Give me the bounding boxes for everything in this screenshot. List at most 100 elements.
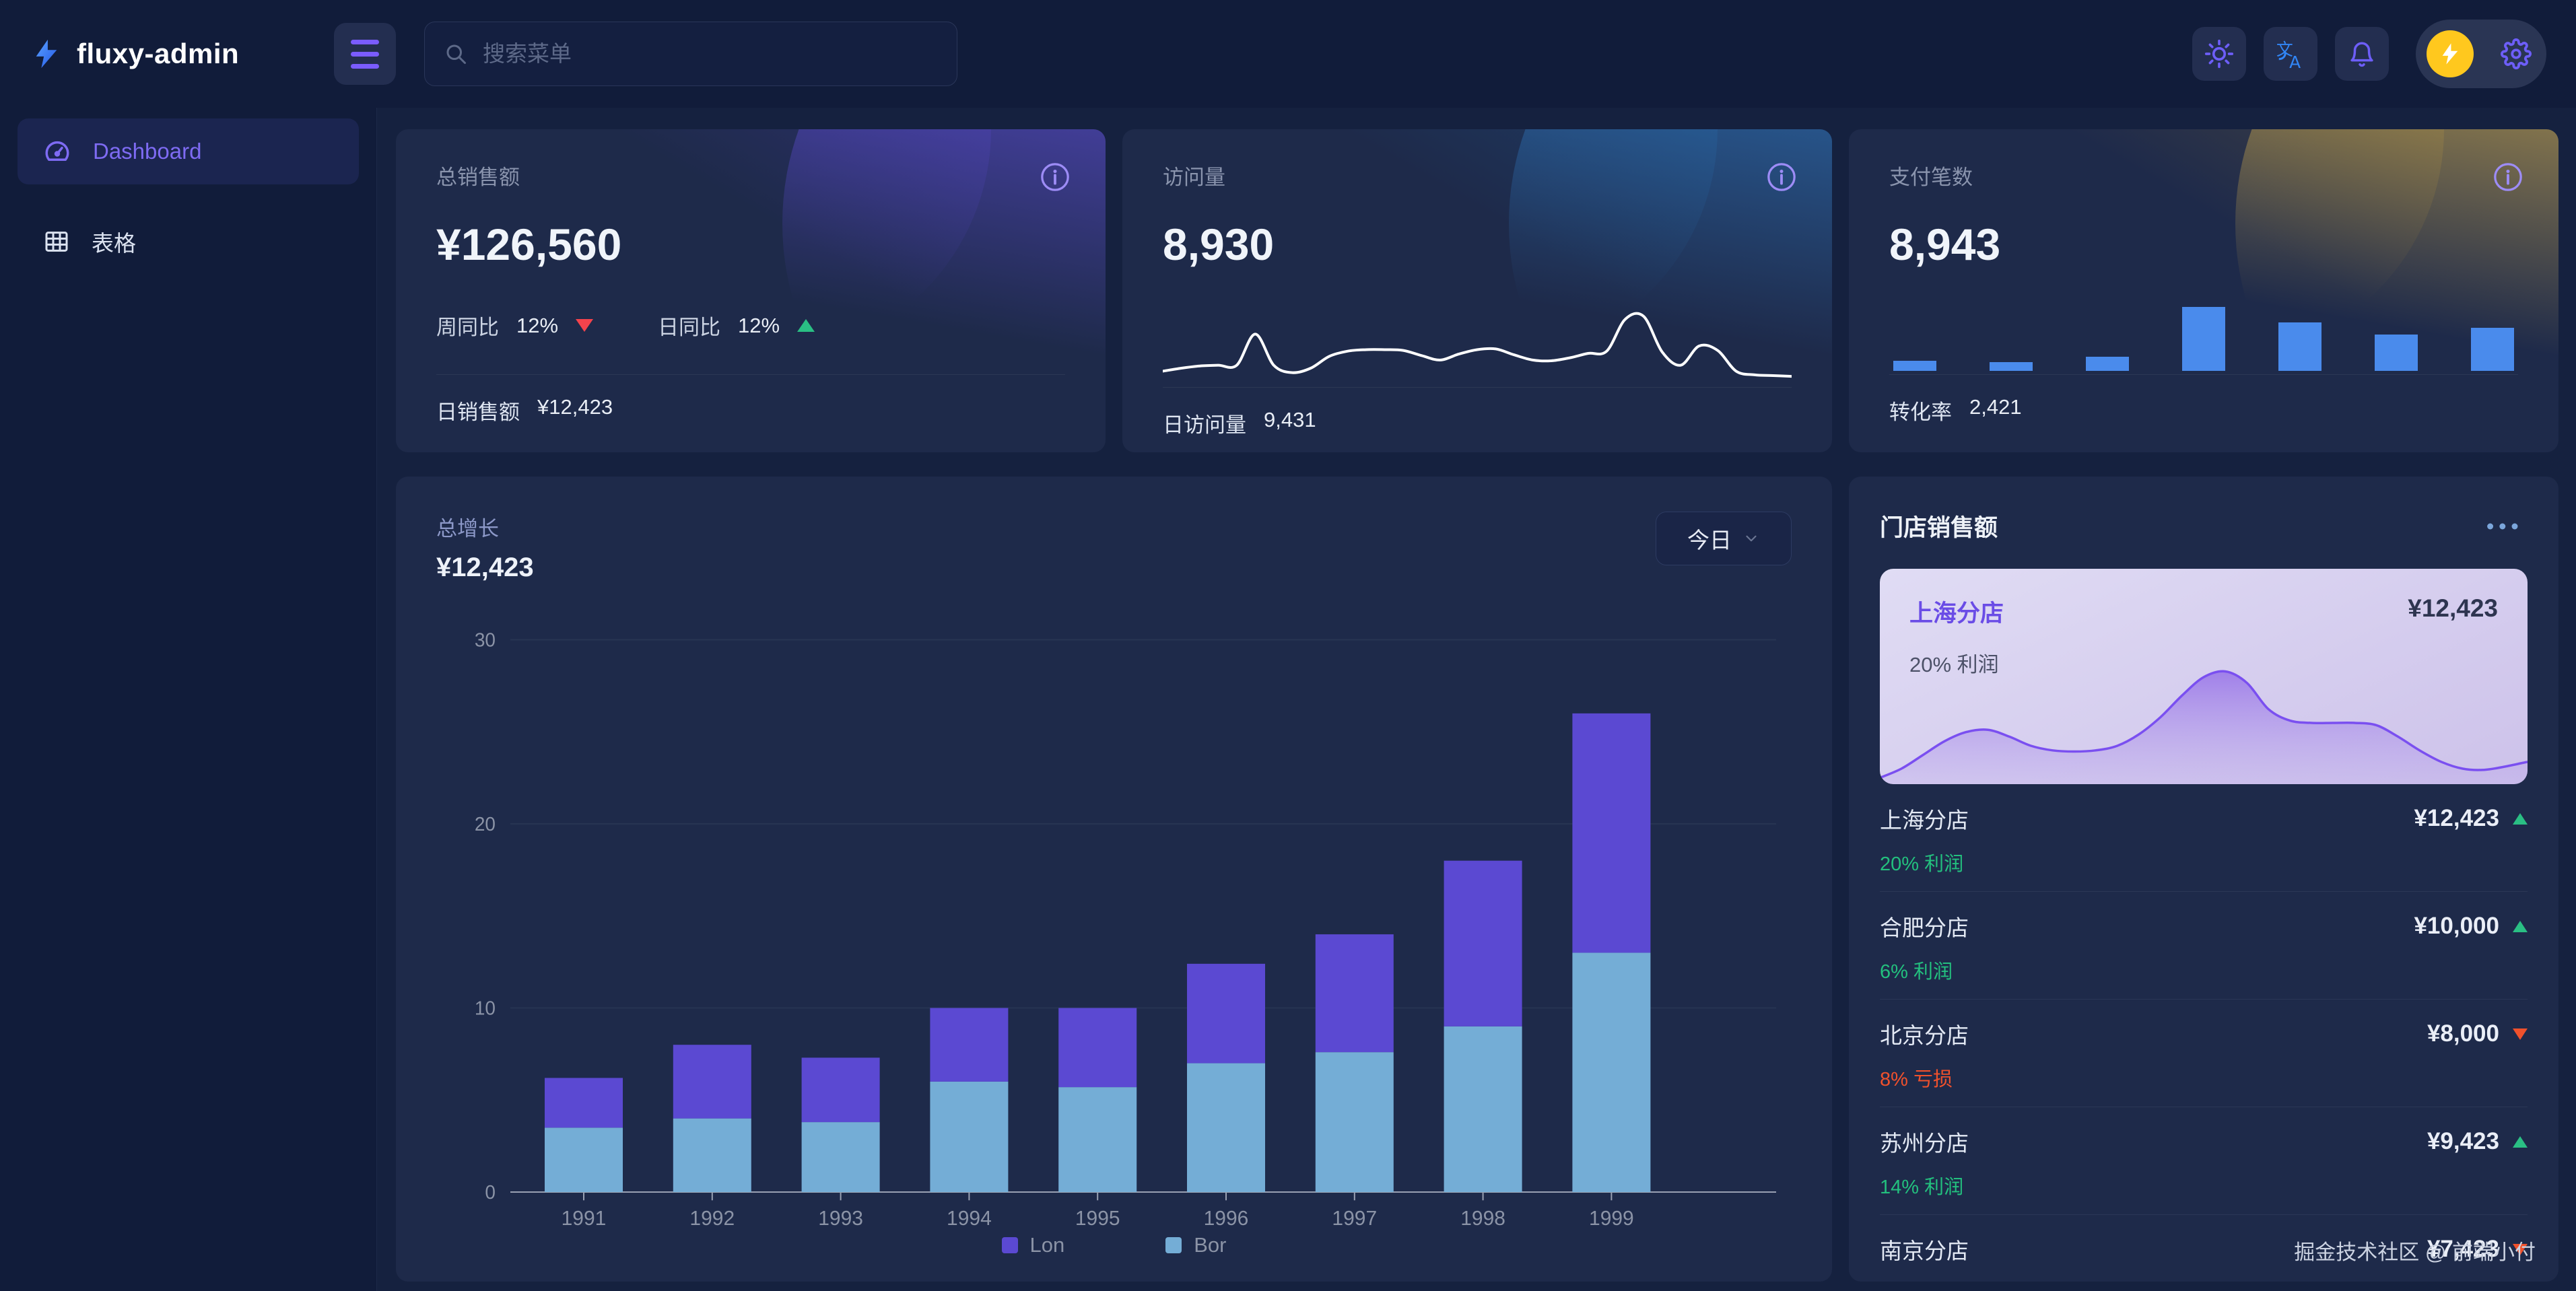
bar-bor (545, 1127, 623, 1193)
x-tick-label: 1994 (947, 1208, 992, 1226)
bar-lon (1572, 713, 1651, 953)
legend-item-lon[interactable]: Lon (1001, 1233, 1064, 1257)
x-tick-label: 1991 (562, 1208, 607, 1226)
legend-swatch (1165, 1237, 1182, 1253)
search-icon (446, 44, 466, 64)
notifications-button[interactable] (2335, 27, 2389, 81)
trend-up-icon (2513, 920, 2528, 932)
bar-lon (1058, 1008, 1137, 1088)
info-icon[interactable] (1766, 162, 1797, 196)
store-row[interactable]: 南京分店 ¥7,423 6% 亏损 (1880, 1215, 2528, 1282)
x-tick-label: 1995 (1075, 1208, 1120, 1226)
x-tick-label: 1992 (689, 1208, 735, 1226)
bar-lon (545, 1078, 623, 1128)
info-icon[interactable] (1040, 162, 1071, 196)
avatar[interactable] (2427, 30, 2474, 77)
payments-minibar-chart (1889, 304, 2518, 371)
info-icon[interactable] (2493, 162, 2523, 196)
card-title: 总销售额 (436, 166, 520, 189)
bar-lon (930, 1008, 1009, 1082)
growth-header: 总增长 ¥12,423 (436, 512, 534, 583)
chevron-down-icon (1746, 535, 1757, 542)
language-switch-button[interactable]: 文 A (2264, 27, 2317, 81)
x-tick-label: 1998 (1460, 1208, 1505, 1226)
bar-bor (1315, 1052, 1394, 1193)
y-tick-label: 0 (485, 1181, 496, 1203)
dashboard-content: 总销售额 ¥126,560 周同比 12% 日同比 12% (377, 108, 2576, 1291)
y-tick-label: 30 (475, 629, 496, 650)
store-highlight-card: 上海分店 ¥12,423 20% 利润 (1880, 569, 2528, 784)
sidebar-item-label: Dashboard (93, 139, 202, 164)
store-profit-label: 20% 利润 (1880, 853, 1964, 875)
visits-value: 8,930 (1163, 219, 1275, 269)
trend-up-icon (797, 319, 815, 332)
mini-bar (2278, 322, 2321, 371)
translate-icon: 文 A (2276, 40, 2301, 69)
bar-lon (801, 1057, 880, 1123)
store-row[interactable]: 苏州分店 ¥9,423 14% 利润 (1880, 1107, 2528, 1215)
sidebar-item-dashboard[interactable]: Dashboard (18, 118, 359, 184)
bar-lon (1444, 860, 1522, 1026)
sidebar-item-table[interactable]: 表格 (18, 209, 359, 275)
gauge-icon (45, 141, 69, 161)
card-title: 支付笔数 (1889, 166, 1973, 189)
store-row[interactable]: 上海分店 ¥12,423 20% 利润 (1880, 784, 2528, 892)
trend-down-icon (2513, 1028, 2528, 1040)
highlight-store-profit: 20% 利润 (1909, 653, 1999, 676)
x-tick-label: 1993 (818, 1208, 863, 1226)
bar-bor (1058, 1087, 1137, 1193)
growth-value: ¥12,423 (436, 553, 534, 582)
bell-icon (2350, 42, 2373, 67)
x-tick-label: 1999 (1589, 1208, 1634, 1226)
store-row[interactable]: 合肥分店 ¥10,000 6% 利润 (1880, 892, 2528, 1000)
card-visits: 访问量 8,930 日访问量 9,431 (1122, 129, 1832, 452)
sidebar-toggle-button[interactable] (334, 23, 396, 85)
store-profit-label: 14% 利润 (1880, 1177, 1964, 1198)
store-row[interactable]: 北京分店 ¥8,000 8% 亏损 (1880, 1000, 2528, 1107)
theme-toggle-button[interactable] (2192, 27, 2246, 81)
bar-bor (930, 1081, 1009, 1193)
bar-bor (1187, 1063, 1265, 1193)
store-profit-label: 6% 利润 (1880, 961, 1953, 983)
trend-daily: 日同比 12% (658, 310, 815, 341)
payments-value: 8,943 (1889, 219, 2001, 269)
mini-bar (2471, 328, 2514, 371)
total-sales-value: ¥126,560 (436, 219, 622, 269)
growth-stacked-bar-chart: 0 10 20 30 1991 1992 1993 1994 1995 1996 1997 1998 1… (436, 588, 1792, 1226)
table-icon (45, 232, 68, 252)
bar-bor (673, 1118, 751, 1193)
gear-icon[interactable] (2501, 38, 2532, 69)
y-tick-label: 20 (475, 813, 496, 835)
mini-bar (2182, 307, 2225, 371)
legend-item-bor[interactable]: Bor (1165, 1233, 1226, 1257)
growth-chart-card: 总增长 ¥12,423 今日 0 10 20 30 1991 1992 1993 1994 19… (396, 477, 1832, 1282)
card-title: 访问量 (1163, 166, 1225, 189)
topbar: fluxy-admin 文 A (0, 0, 2576, 108)
sun-icon (2204, 39, 2234, 69)
bar-bor (1444, 1026, 1522, 1193)
mini-bar (2375, 335, 2418, 371)
lightning-icon (36, 39, 57, 69)
date-range-select[interactable]: 今日 (1656, 512, 1792, 565)
visits-sparkline (1161, 300, 1794, 387)
user-menu[interactable] (2416, 20, 2546, 88)
store-loss-label: 6% 亏损 (1880, 1279, 2528, 1282)
sidebar-item-label: 表格 (92, 231, 136, 256)
bar-lon (673, 1045, 751, 1119)
x-tick-label: 1996 (1204, 1208, 1249, 1226)
brand-name: fluxy-admin (77, 38, 240, 69)
topbar-actions: 文 A (2192, 20, 2576, 88)
mini-bar (2086, 357, 2129, 371)
search-input[interactable] (481, 40, 938, 67)
lightning-icon (2442, 43, 2458, 65)
search-box[interactable] (424, 22, 957, 86)
footer-credit: 掘金技术社区 @ 前端小付 (2294, 1241, 2536, 1264)
chart-legend: Lon Bor (436, 1226, 1792, 1261)
sidebar: Dashboard 表格 (0, 108, 377, 1291)
card-footer: 日访问量 9,431 (1163, 387, 1792, 438)
trend-up-icon (2513, 812, 2528, 825)
more-options-icon[interactable] (2483, 522, 2528, 531)
legend-swatch (1001, 1237, 1018, 1253)
store-sales-panel: 门店销售额 上海分店 ¥12,423 20% 利润 (1849, 477, 2558, 1282)
panel-title: 门店销售额 (1880, 515, 1998, 541)
